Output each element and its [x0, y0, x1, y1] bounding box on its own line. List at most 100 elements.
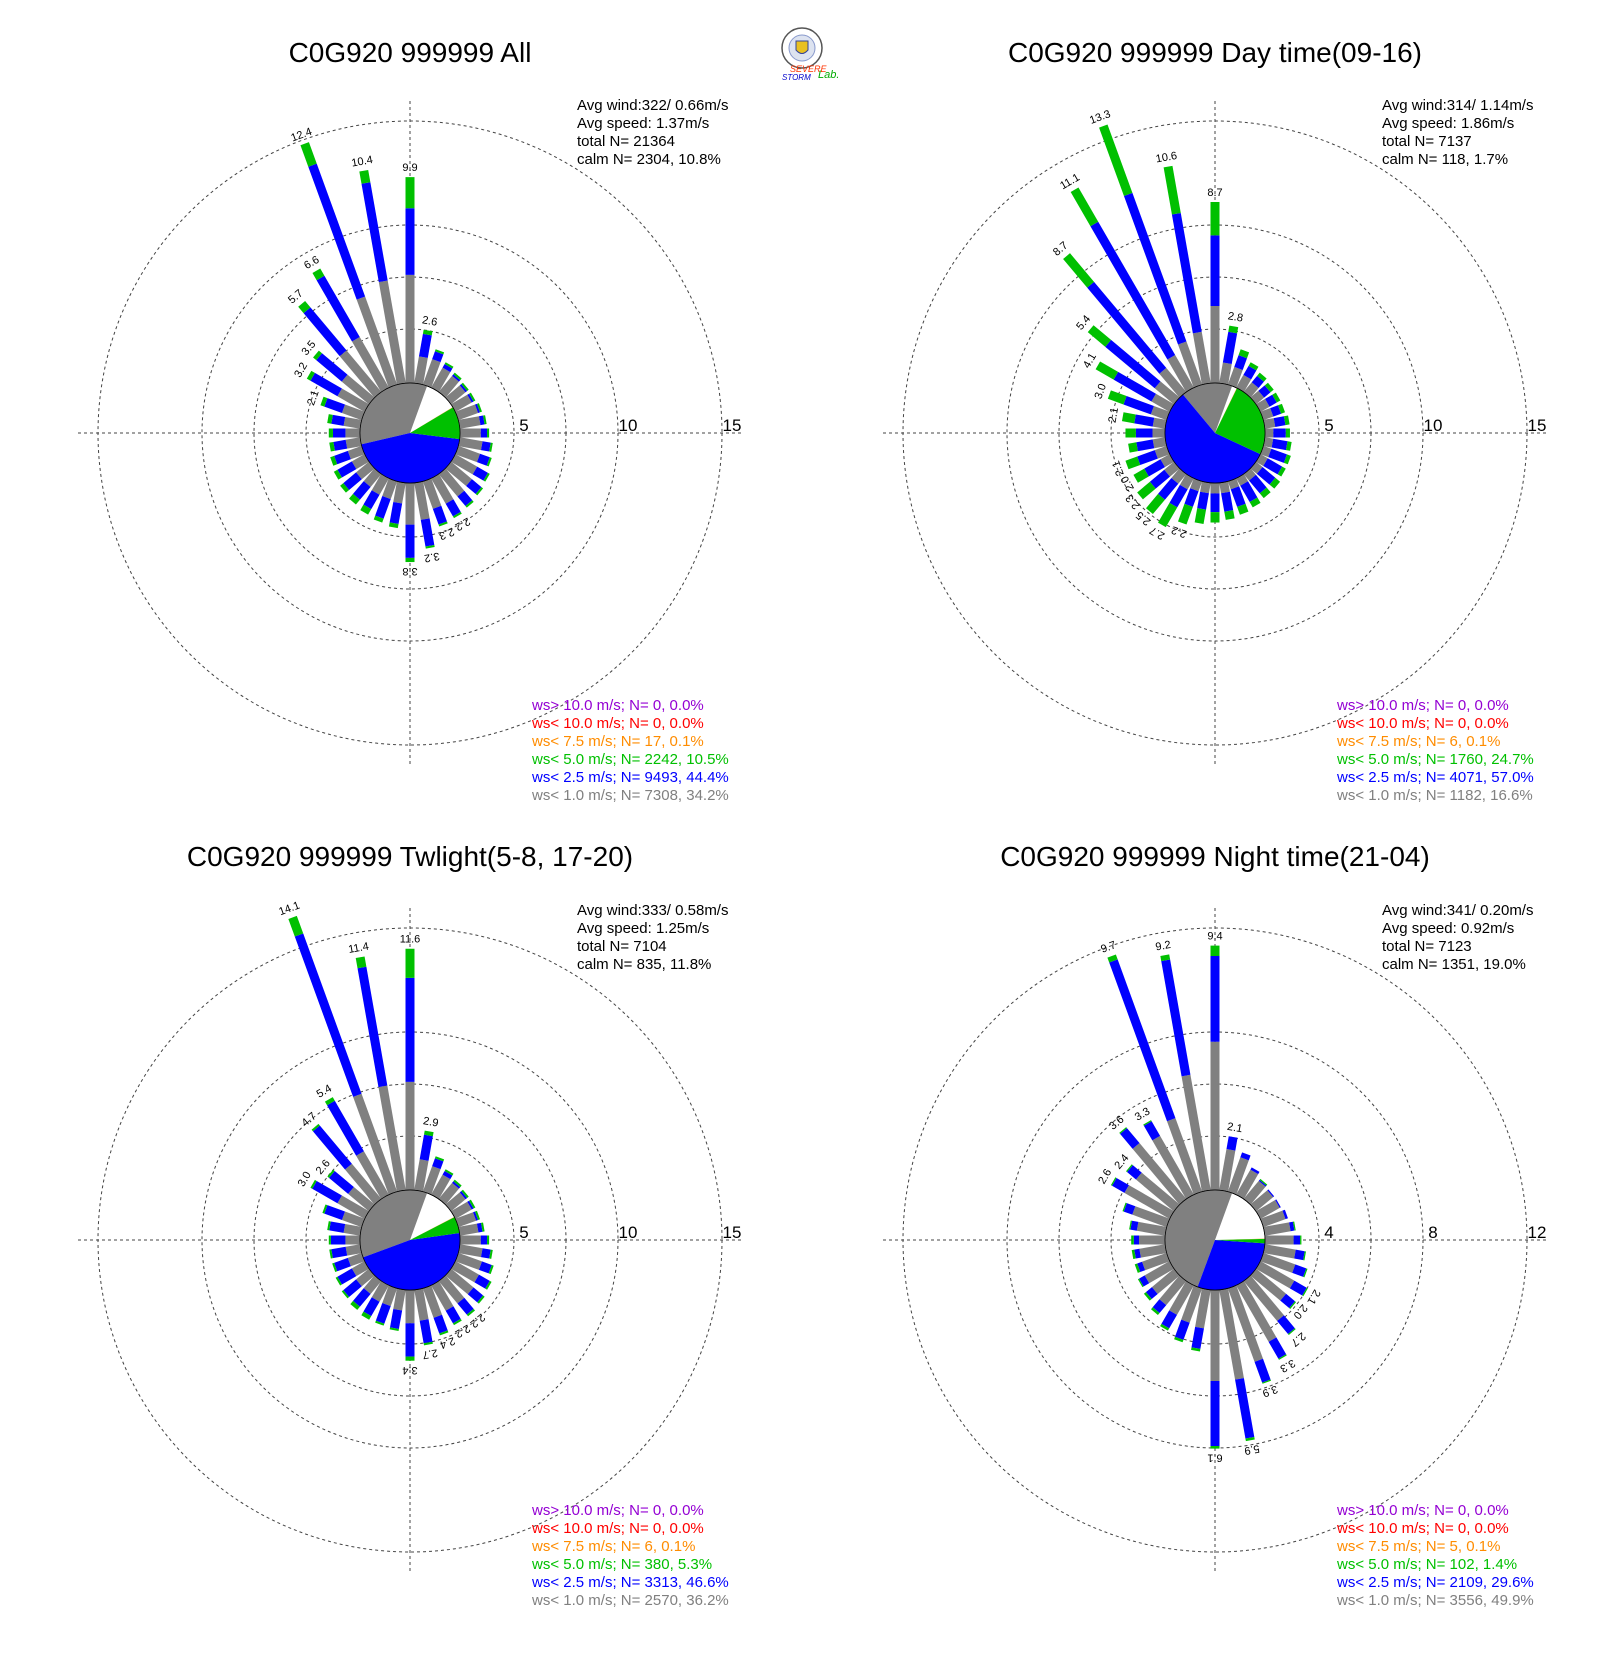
- ring-label: 10: [1424, 416, 1443, 435]
- stats-line: Avg speed: 1.25m/s: [577, 920, 709, 937]
- wind-bar-segment: [1159, 1275, 1187, 1306]
- legend-entry: ws< 2.5 m/s; N= 3313, 46.6%: [531, 1574, 729, 1591]
- wind-bar-segment: [1283, 454, 1291, 465]
- wind-bar-segment: [1122, 1202, 1127, 1212]
- legend-entry: ws< 7.5 m/s; N= 6, 0.1%: [531, 1538, 695, 1555]
- wind-bar-segment: [1139, 1235, 1165, 1245]
- wind-bar-segment: [1289, 1280, 1307, 1296]
- wind-bar-segment: [1219, 1288, 1244, 1380]
- wind-bar-segment: [478, 1261, 492, 1274]
- bar-label: 2.0: [1119, 474, 1137, 493]
- ring-label: 10: [619, 1223, 638, 1242]
- wind-bar-segment: [480, 428, 488, 438]
- wind-bar-segment: [361, 1311, 372, 1320]
- wind-bar: [355, 956, 406, 1192]
- wind-bar-segment: [1259, 1178, 1268, 1186]
- wind-bar: [451, 454, 490, 482]
- pie-outline: [359, 382, 461, 484]
- wind-bar-segment: [330, 1235, 346, 1245]
- bar-label: 4.1: [1081, 351, 1099, 370]
- wind-bar: [431, 1281, 462, 1326]
- wind-bar-segment: [328, 1170, 354, 1194]
- stats-line: total N= 7104: [577, 938, 667, 955]
- wind-bar: [1122, 1202, 1170, 1228]
- wind-bar-segment: [1171, 468, 1187, 484]
- wind-bar-segment: [1152, 1299, 1167, 1314]
- legend-entry: ws> 10.0 m/s; N= 0, 0.0%: [531, 1502, 704, 1519]
- bar-label: 2.8: [1227, 310, 1244, 324]
- bar-label: 3.3: [1133, 1105, 1152, 1123]
- wind-bar: [1160, 954, 1211, 1192]
- wind-bar-segment: [335, 1276, 342, 1286]
- wind-bar-segment: [432, 351, 444, 363]
- wind-bar: [349, 468, 382, 505]
- wind-bar-segment: [1125, 428, 1136, 438]
- chart-title: C0G920 999999 Twlight(5-8, 17-20): [187, 841, 633, 872]
- wind-bar-segment: [469, 392, 476, 402]
- wind-bar-segment: [337, 1195, 369, 1219]
- wind-rose-panel: C0G920 999999 Twlight(5-8, 17-20) 5 10 15 11…: [78, 841, 742, 1609]
- wind-bar-segment: [1151, 393, 1174, 412]
- wind-bar-segment: [1210, 202, 1220, 236]
- wind-bar-segment: [1184, 488, 1199, 507]
- wind-bar-segment: [1268, 1337, 1287, 1359]
- bar-label: 2.3: [437, 525, 455, 542]
- wind-bar-segment: [363, 490, 380, 510]
- wind-bar-segment: [438, 521, 448, 527]
- wind-bar-segment: [345, 428, 360, 438]
- wind-bar: [300, 142, 398, 388]
- bar-label: 2.1: [305, 389, 322, 407]
- wind-bar-segment: [457, 490, 473, 507]
- wind-bar-segment: [405, 483, 415, 525]
- wind-bar-segment: [442, 364, 453, 373]
- wind-bar-segment: [442, 1171, 453, 1180]
- wind-bar-segment: [405, 1081, 415, 1190]
- stats-line: Avg speed: 1.86m/s: [1382, 115, 1514, 132]
- wind-bar-segment: [1136, 439, 1155, 452]
- wind-bar-segment: [1134, 414, 1155, 427]
- wind-bar: [1151, 1275, 1187, 1316]
- wind-bar-segment: [337, 461, 357, 478]
- wind-bar-segment: [1150, 405, 1170, 421]
- wind-bar: [455, 1210, 481, 1228]
- wind-bar: [455, 445, 492, 467]
- bar-label: 3.8: [402, 565, 417, 577]
- wind-bar-segment: [1151, 1307, 1160, 1316]
- wind-bar: [431, 362, 454, 392]
- wind-bar: [1210, 202, 1220, 383]
- wind-bar-segment: [1087, 325, 1112, 347]
- wind-bar: [1219, 481, 1235, 520]
- wind-bar: [1236, 1281, 1287, 1360]
- wind-bar-segment: [1160, 954, 1171, 962]
- wind-bar-segment: [322, 1204, 328, 1214]
- wind-bar-segment: [1272, 392, 1281, 403]
- wind-bar-segment: [1263, 437, 1274, 448]
- wind-bar-segment: [1277, 466, 1286, 477]
- wind-bar-segment: [1137, 1261, 1146, 1273]
- wind-bar-segment: [361, 182, 388, 283]
- wind-bar: [1158, 474, 1194, 528]
- wind-bar-segment: [1143, 1121, 1161, 1141]
- wind-bar-segment: [1166, 1118, 1203, 1195]
- wind-bar-segment: [451, 454, 478, 475]
- wind-bar-segment: [327, 414, 333, 424]
- wind-bar-segment: [478, 415, 485, 426]
- wind-bar-segment: [1174, 1336, 1184, 1343]
- wind-bar-segment: [1259, 487, 1271, 499]
- wind-bar-segment: [1160, 1323, 1170, 1331]
- wind-bar-segment: [1257, 372, 1267, 382]
- wind-bar-segment: [334, 1257, 351, 1272]
- wind-bar: [1160, 1281, 1194, 1331]
- wind-bar-segment: [1144, 1261, 1174, 1284]
- wind-bar-segment: [1226, 1136, 1238, 1151]
- wind-bar-segment: [445, 1306, 461, 1324]
- legend-entry: ws< 1.0 m/s; N= 1182, 16.6%: [1336, 787, 1533, 804]
- wind-bar-segment: [1210, 1446, 1220, 1449]
- wind-bar: [1219, 325, 1239, 385]
- wind-bar-segment: [431, 1174, 451, 1199]
- wind-bar-segment: [451, 1261, 479, 1283]
- wind-bar-segment: [423, 1341, 433, 1346]
- pie-slice: [1183, 383, 1233, 433]
- wind-rose-panel: C0G920 999999 All 5 10 15 9.9 2.6 2.22.3 3.2 3.8…: [78, 37, 742, 804]
- wind-bar-segment: [477, 1295, 485, 1304]
